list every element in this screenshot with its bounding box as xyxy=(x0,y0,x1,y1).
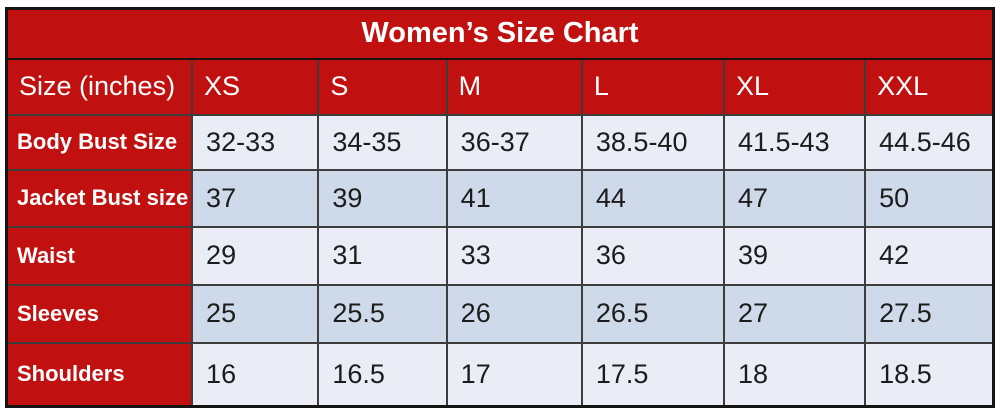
table-row-body-bust-size: Body Bust Size 32-33 34-35 36-37 38.5-40… xyxy=(5,113,995,171)
title-row: Women’s Size Chart xyxy=(5,7,995,60)
cell-jacket-bust-s: 39 xyxy=(317,168,448,228)
header-xl: XL xyxy=(723,57,867,116)
cell-waist-s: 31 xyxy=(317,225,448,286)
cell-sleeves-l: 26.5 xyxy=(580,283,726,344)
header-xs: XS xyxy=(191,57,320,116)
table-row-sleeves: Sleeves 25 25.5 26 26.5 27 27.5 xyxy=(5,283,995,344)
cell-jacket-bust-xs: 37 xyxy=(191,168,320,228)
table-row-shoulders: Shoulders 16 16.5 17 17.5 18 18.5 xyxy=(5,341,995,408)
row-label-waist: Waist xyxy=(5,225,194,286)
cell-shoulders-xxl: 18.5 xyxy=(864,341,995,408)
cell-shoulders-xs: 16 xyxy=(191,341,320,408)
header-l: L xyxy=(580,57,726,116)
cell-sleeves-xl: 27 xyxy=(723,283,867,344)
cell-body-bust-l: 38.5-40 xyxy=(580,113,726,171)
cell-shoulders-m: 17 xyxy=(445,341,583,408)
cell-body-bust-m: 36-37 xyxy=(445,113,583,171)
cell-body-bust-xxl: 44.5-46 xyxy=(864,113,995,171)
header-size-inches: Size (inches) xyxy=(5,57,194,116)
cell-shoulders-l: 17.5 xyxy=(580,341,726,408)
row-label-body-bust-size: Body Bust Size xyxy=(5,113,194,171)
cell-body-bust-xl: 41.5-43 xyxy=(723,113,867,171)
cell-jacket-bust-xl: 47 xyxy=(723,168,867,228)
size-chart-table: Women’s Size Chart Size (inches) XS S M … xyxy=(5,7,995,408)
cell-waist-l: 36 xyxy=(580,225,726,286)
cell-body-bust-s: 34-35 xyxy=(317,113,448,171)
cell-sleeves-xs: 25 xyxy=(191,283,320,344)
cell-waist-xxl: 42 xyxy=(864,225,995,286)
table-row-jacket-bust-size: Jacket Bust size 37 39 41 44 47 50 xyxy=(5,168,995,228)
cell-waist-xs: 29 xyxy=(191,225,320,286)
row-label-jacket-bust-size: Jacket Bust size xyxy=(5,168,194,228)
cell-waist-m: 33 xyxy=(445,225,583,286)
size-chart: Women’s Size Chart Size (inches) XS S M … xyxy=(5,7,995,408)
cell-sleeves-m: 26 xyxy=(445,283,583,344)
cell-sleeves-s: 25.5 xyxy=(317,283,448,344)
cell-jacket-bust-m: 41 xyxy=(445,168,583,228)
cell-shoulders-xl: 18 xyxy=(723,341,867,408)
cell-jacket-bust-l: 44 xyxy=(580,168,726,228)
cell-sleeves-xxl: 27.5 xyxy=(864,283,995,344)
header-s: S xyxy=(317,57,448,116)
header-xxl: XXL xyxy=(864,57,995,116)
cell-body-bust-xs: 32-33 xyxy=(191,113,320,171)
row-label-sleeves: Sleeves xyxy=(5,283,194,344)
chart-title: Women’s Size Chart xyxy=(5,7,995,60)
cell-shoulders-s: 16.5 xyxy=(317,341,448,408)
cell-waist-xl: 39 xyxy=(723,225,867,286)
header-m: M xyxy=(445,57,583,116)
row-label-shoulders: Shoulders xyxy=(5,341,194,408)
cell-jacket-bust-xxl: 50 xyxy=(864,168,995,228)
table-row-waist: Waist 29 31 33 36 39 42 xyxy=(5,225,995,286)
header-row: Size (inches) XS S M L XL XXL xyxy=(5,57,995,116)
